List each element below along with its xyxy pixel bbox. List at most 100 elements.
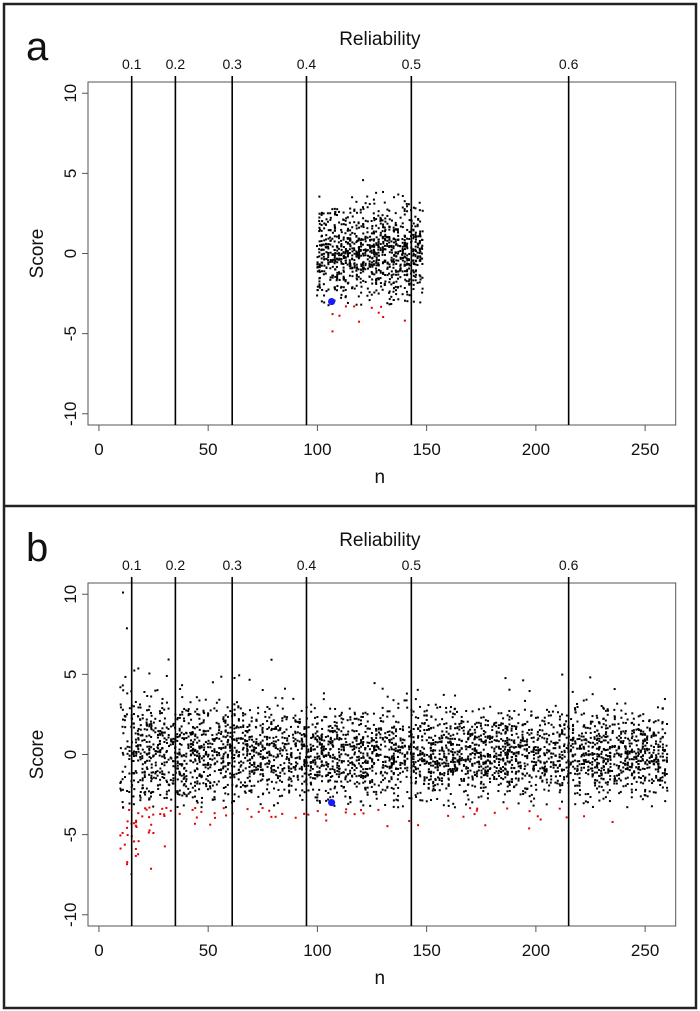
data-point — [403, 260, 406, 263]
data-point — [371, 264, 374, 267]
data-point — [379, 219, 382, 222]
data-point — [639, 768, 642, 771]
data-point — [176, 806, 179, 809]
data-point — [467, 776, 470, 779]
data-point — [187, 735, 190, 738]
data-point — [163, 797, 166, 800]
data-point — [484, 761, 487, 764]
data-point — [266, 765, 269, 768]
data-point — [563, 723, 566, 726]
data-point — [521, 730, 524, 733]
data-point — [418, 239, 421, 242]
data-point — [584, 738, 587, 741]
data-point — [181, 696, 184, 699]
data-point — [504, 731, 507, 734]
data-point — [366, 772, 369, 775]
data-point — [453, 757, 456, 760]
data-point — [137, 750, 140, 753]
data-point — [362, 804, 365, 807]
data-point — [392, 298, 395, 301]
outlier-point — [536, 815, 539, 818]
data-point — [355, 746, 358, 749]
data-point — [185, 775, 188, 778]
data-point — [237, 741, 240, 744]
data-point — [246, 739, 249, 742]
data-point — [331, 741, 334, 744]
data-point — [340, 228, 343, 231]
data-point — [337, 728, 340, 731]
data-point — [362, 781, 365, 784]
data-point — [263, 756, 266, 759]
data-point — [624, 777, 627, 780]
data-point — [275, 773, 278, 776]
data-point — [388, 265, 391, 268]
data-point — [207, 762, 210, 765]
data-point — [522, 679, 525, 682]
data-point — [534, 716, 537, 719]
data-point — [294, 743, 297, 746]
data-point — [419, 791, 422, 794]
data-point — [321, 288, 324, 291]
data-point — [464, 789, 467, 792]
data-point — [392, 799, 395, 802]
outlier-point — [294, 816, 297, 819]
data-point — [501, 722, 504, 725]
data-point — [479, 751, 482, 754]
data-point — [180, 780, 183, 783]
outlier-point — [307, 813, 310, 816]
data-point — [379, 733, 382, 736]
data-point — [565, 746, 568, 749]
data-point — [349, 801, 352, 804]
data-point — [351, 761, 354, 764]
data-point — [560, 757, 563, 760]
data-point — [484, 731, 487, 734]
data-point — [491, 735, 494, 738]
data-point — [316, 270, 319, 273]
data-point — [119, 780, 122, 783]
data-point — [204, 763, 207, 766]
data-point — [322, 243, 325, 246]
data-point — [449, 706, 452, 709]
data-point — [504, 751, 507, 754]
data-point — [366, 741, 369, 744]
data-point — [222, 755, 225, 758]
data-point — [192, 726, 195, 729]
data-point — [506, 756, 509, 759]
data-point — [237, 778, 240, 781]
data-point — [474, 723, 477, 726]
data-point — [122, 689, 125, 692]
data-point — [386, 710, 389, 713]
data-point — [172, 743, 175, 746]
data-point — [543, 754, 546, 757]
data-point — [643, 738, 646, 741]
data-point — [571, 742, 574, 745]
data-point — [397, 270, 400, 273]
data-point — [554, 743, 557, 746]
data-point — [364, 771, 367, 774]
data-point — [257, 780, 260, 783]
data-point — [349, 229, 352, 232]
data-point — [606, 713, 609, 716]
data-point — [497, 769, 500, 772]
outlier-point — [150, 867, 153, 870]
data-point — [615, 752, 618, 755]
data-point — [532, 753, 535, 756]
data-point — [246, 750, 249, 753]
data-point — [561, 753, 564, 756]
data-point — [342, 278, 345, 281]
data-point — [342, 266, 345, 269]
data-point — [322, 273, 325, 276]
data-point — [270, 780, 273, 783]
data-point — [513, 766, 516, 769]
outlier-point — [165, 806, 168, 809]
data-point — [392, 715, 395, 718]
outlier-point — [528, 810, 531, 813]
data-point — [499, 758, 502, 761]
data-point — [416, 688, 419, 691]
data-point — [185, 737, 188, 740]
data-point — [160, 732, 163, 735]
data-point — [214, 762, 217, 765]
data-point — [382, 760, 385, 763]
data-point — [358, 758, 361, 761]
data-point — [380, 728, 383, 731]
